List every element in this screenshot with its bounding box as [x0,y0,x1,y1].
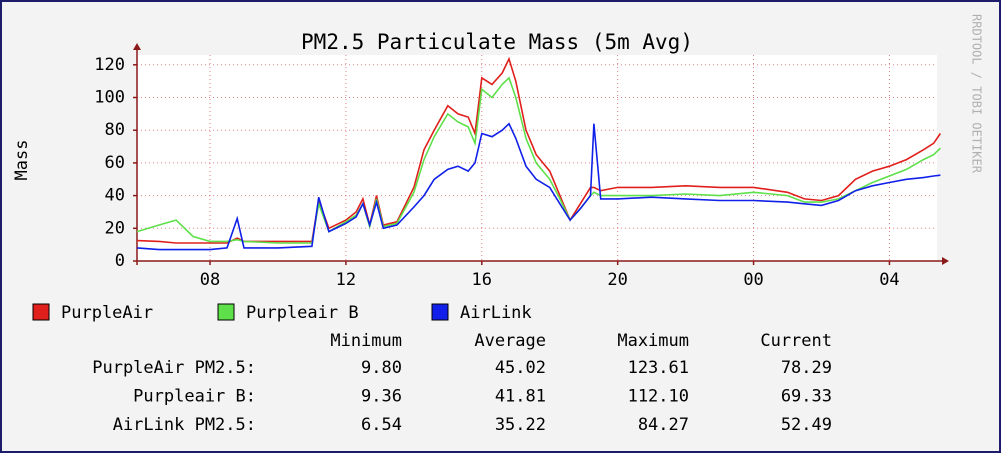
legend-label: Purpleair B [246,303,359,323]
legend-label: PurpleAir [61,303,153,323]
stats-cell: 112.10 [628,387,689,407]
y-tick-label: 100 [94,88,125,108]
axis-arrow [942,257,949,265]
series-line [136,122,941,251]
stats-cell: 6.54 [361,415,402,435]
stats-header: Maximum [617,331,689,351]
chart-title: PM2.5 Particulate Mass (5m Avg) [301,30,693,54]
x-tick-label: 08 [200,270,220,290]
x-tick-label: 04 [879,270,899,290]
stats-cell: 52.49 [781,415,832,435]
y-tick-label: 40 [105,186,125,206]
legend-label: AirLink [460,303,532,323]
x-tick-label: 16 [472,270,492,290]
stats-cell: 35.22 [495,415,546,435]
x-tick-label: 12 [336,270,356,290]
stats-cell: 69.33 [781,387,832,407]
stats-header: Average [474,331,546,351]
stats-cell: 41.81 [495,387,546,407]
y-tick-label: 60 [105,153,125,173]
stats-row-label: AirLink PM2.5: [113,415,256,435]
legend-swatch [32,303,50,321]
stats-cell: 84.27 [638,415,689,435]
stats-cell: 78.29 [781,358,832,378]
stats-cell: 9.80 [361,358,402,378]
axis-arrow [133,43,141,50]
stats-header: Minimum [330,331,402,351]
x-tick-label: 20 [607,270,627,290]
legend-swatch [217,303,235,321]
stats-header: Current [760,331,832,351]
watermark: RRDTOOL / TOBI OETIKER [970,14,984,174]
y-tick-label: 120 [94,55,125,75]
x-tick-label: 00 [743,270,763,290]
y-tick-label: 80 [105,120,125,140]
stats-cell: 45.02 [495,358,546,378]
stats-cell: 123.61 [628,358,689,378]
legend-swatch [431,303,449,321]
plot-area [137,55,937,261]
stats-row-label: Purpleair B: [133,387,256,407]
y-tick-label: 20 [105,218,125,238]
y-tick-label: 0 [115,251,125,271]
stats-row-label: PurpleAir PM2.5: [92,358,256,378]
y-axis-label: Mass [12,140,32,181]
stats-cell: 9.36 [361,387,402,407]
